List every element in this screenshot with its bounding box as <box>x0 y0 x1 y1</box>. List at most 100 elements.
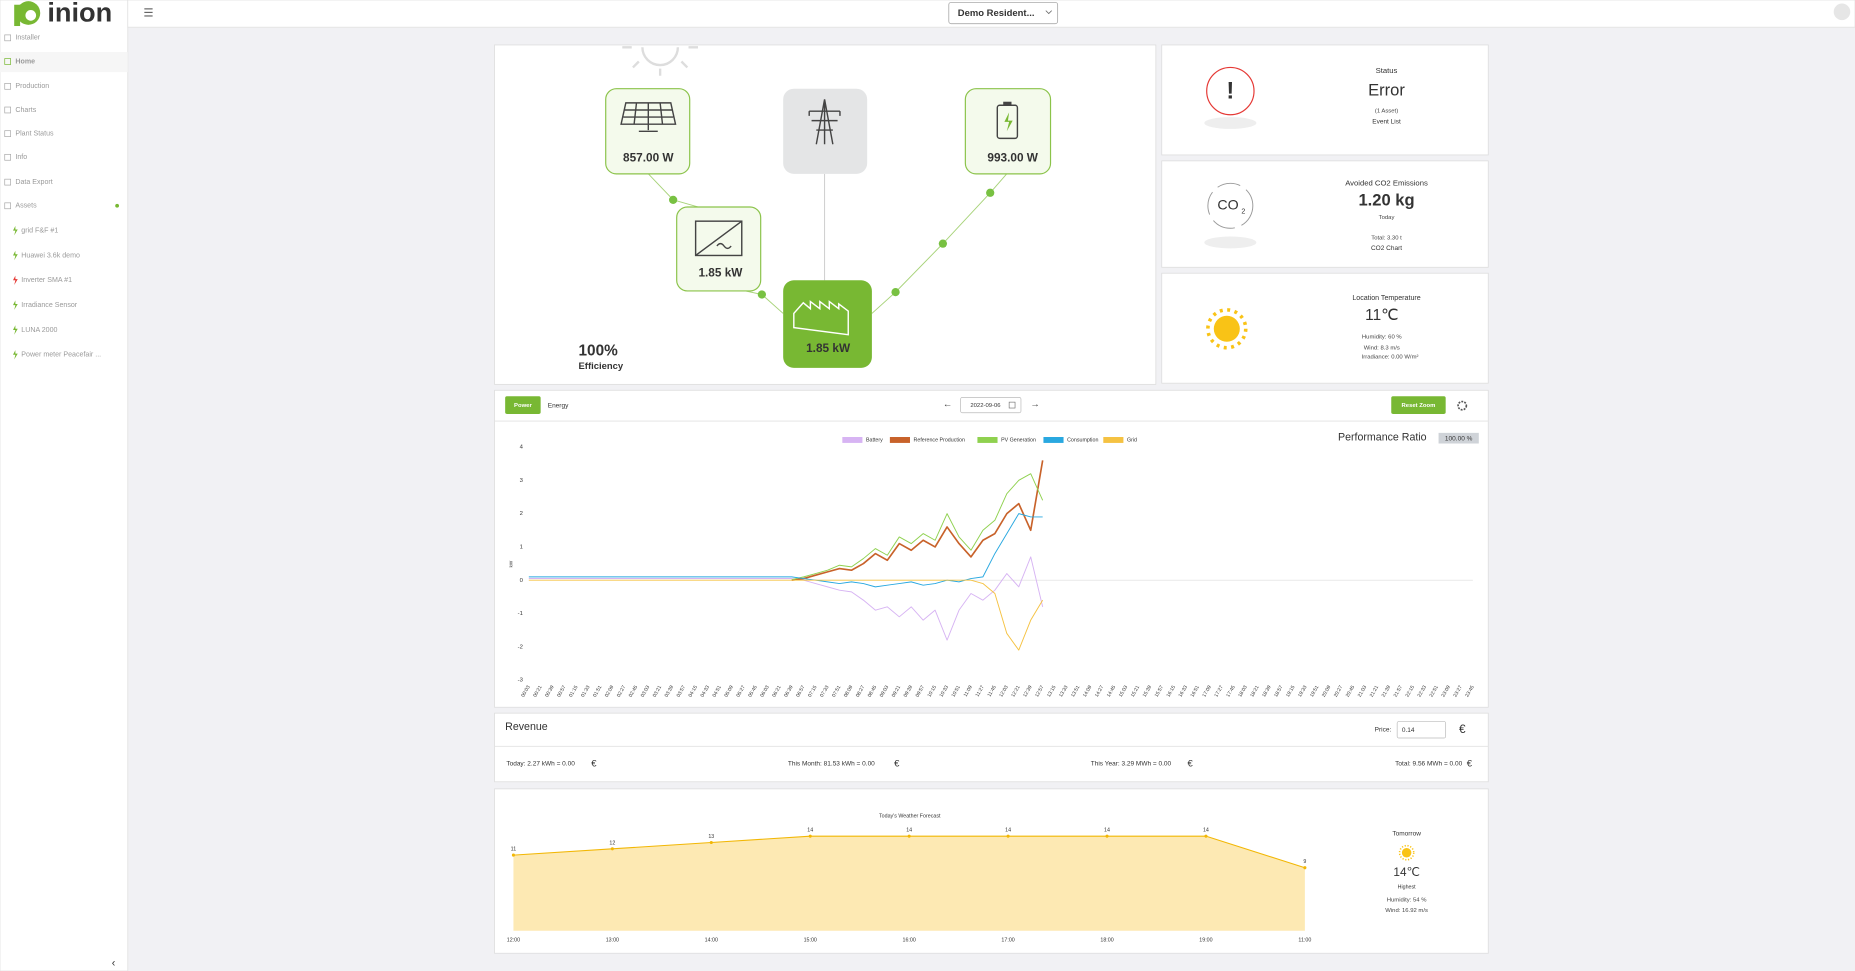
series-line <box>528 556 1044 641</box>
performance-ratio-value: 100.00 % <box>1445 436 1473 443</box>
x-tick-label: 22:51 <box>1428 684 1440 698</box>
menu-icon <box>4 202 12 210</box>
reset-zoom-text: Reset Zoom <box>1402 403 1436 409</box>
battery-bolt <box>1004 112 1013 132</box>
asset-item[interactable]: Huawei 3.6k demo <box>21 251 80 259</box>
x-tick-label: 08:45 <box>867 684 879 698</box>
value-label: 11 <box>511 847 517 853</box>
x-tick-label: 10:33 <box>939 684 951 698</box>
asset-icon <box>13 250 18 261</box>
point <box>1006 834 1010 838</box>
status-title: Status <box>1376 66 1398 75</box>
calendar-icon <box>1008 401 1016 409</box>
y-tick-label: 1 <box>520 544 523 550</box>
status-detail: (1 Asset) <box>1375 109 1398 115</box>
menu-item[interactable]: Data Export <box>15 178 52 186</box>
weather-chart: 11 12 13 14 14 14 14 14 9 12:00 13:00 14:00 15:00 16:… <box>507 828 1312 944</box>
asset-item[interactable]: Power meter Peacefair ... <box>21 351 101 359</box>
legend-label: Reference Production <box>914 437 965 443</box>
x-tick-label: 15:00 <box>804 938 817 944</box>
legend-swatch <box>842 437 863 443</box>
x-tick-label: 02:45 <box>628 684 640 698</box>
date-input[interactable] <box>960 397 1022 414</box>
x-tick-label: 20:45 <box>1345 684 1357 698</box>
menu-item[interactable]: Plant Status <box>15 130 54 138</box>
value-label: 9 <box>1303 859 1306 865</box>
x-tick-label: 06:03 <box>759 684 771 698</box>
x-tick-label: 07:33 <box>819 684 831 698</box>
menu-item[interactable]: Production <box>15 82 49 90</box>
prev-day[interactable]: ← <box>943 399 952 410</box>
reset-zoom-button[interactable] <box>1391 396 1446 414</box>
power-tab-text: Power <box>514 403 532 409</box>
inverter-symbol <box>695 220 743 257</box>
next-day[interactable]: → <box>1030 399 1039 410</box>
battery-power: 993.00 W <box>987 151 1038 165</box>
x-tick-label: 15:39 <box>1142 684 1154 698</box>
menu-item[interactable]: Info <box>15 153 27 161</box>
menu-item[interactable]: Charts <box>15 106 36 114</box>
asset-item[interactable]: Irradiance Sensor <box>21 301 78 309</box>
tomorrow-sun-rays <box>1398 844 1415 861</box>
price-input[interactable] <box>1396 721 1447 739</box>
co2-chart-link[interactable]: CO2 Chart <box>1371 245 1402 252</box>
sun-icon <box>1213 315 1240 342</box>
x-tick-label: 22:15 <box>1405 684 1417 698</box>
battery-cap <box>1003 101 1012 106</box>
legend-swatch <box>1103 437 1124 443</box>
energy-tab[interactable]: Energy <box>548 402 569 409</box>
asset-item[interactable]: Inverter SMA #1 <box>21 276 72 284</box>
menu-item[interactable]: Installer <box>15 34 40 42</box>
plant-select[interactable] <box>948 1 1059 25</box>
price-label: Price: <box>1375 726 1392 733</box>
x-tick-label: 12:03 <box>998 684 1010 698</box>
asset-icon <box>13 325 18 335</box>
menu-toggle[interactable] <box>144 8 153 17</box>
x-tick-label: 21:03 <box>1357 684 1369 698</box>
x-tick-label: 01:15 <box>568 684 580 698</box>
x-tick-label: 02:09 <box>604 684 616 698</box>
legend-label: Battery <box>866 437 883 443</box>
x-tick-label: 03:57 <box>676 684 688 698</box>
avatar[interactable] <box>1833 3 1851 21</box>
logo: inion <box>47 0 112 27</box>
menu-bar <box>144 15 153 17</box>
x-tick-label: 07:51 <box>831 684 843 698</box>
x-tick-label: 07:15 <box>807 684 819 698</box>
settings-icon[interactable] <box>1457 400 1468 411</box>
date-text: 2022-09-06 <box>970 403 1001 409</box>
asset-item[interactable]: grid F&F #1 <box>21 227 58 235</box>
x-tick-label: 23:09 <box>1440 684 1452 698</box>
x-tick-label: 02:27 <box>616 684 628 698</box>
pylon-icon <box>808 99 841 145</box>
event-list-link[interactable]: Event List <box>1372 119 1401 126</box>
x-tick-label: 00:03 <box>520 684 532 698</box>
x-tick-label: 11:45 <box>987 684 998 698</box>
co2-icon-sub: 2 <box>1241 208 1245 216</box>
menu-item[interactable]: Assets <box>15 202 37 210</box>
x-tick-label: 10:15 <box>927 684 939 698</box>
x-tick-label: 17:00 <box>1001 938 1014 944</box>
point <box>1105 834 1109 838</box>
legend-swatch <box>889 437 910 443</box>
power-tab[interactable] <box>505 396 541 414</box>
x-tick-label: 00:57 <box>556 684 568 698</box>
flow-dot <box>986 188 995 197</box>
x-tick-label: 11:27 <box>975 684 986 698</box>
x-tick-label: 05:27 <box>735 684 747 698</box>
solar-panel-icon <box>620 102 677 132</box>
collapse-button[interactable]: ‹ <box>112 958 116 970</box>
tomorrow-title: Tomorrow <box>1392 831 1421 838</box>
flow-dot <box>891 287 900 297</box>
sidebar-bg <box>0 0 129 971</box>
solar-panel-shape <box>620 102 677 132</box>
x-tick-label: 19:33 <box>1297 684 1309 698</box>
x-tick-label: 03:03 <box>640 684 652 698</box>
point <box>709 840 713 845</box>
x-tick-label: 21:57 <box>1393 684 1405 698</box>
x-tick-label: 22:33 <box>1417 684 1429 698</box>
menu-item[interactable]: Home <box>15 57 35 65</box>
performance-ratio-label: Performance Ratio <box>1338 431 1427 443</box>
value-label: 13 <box>708 834 714 840</box>
asset-item[interactable]: LUNA 2000 <box>21 326 57 334</box>
